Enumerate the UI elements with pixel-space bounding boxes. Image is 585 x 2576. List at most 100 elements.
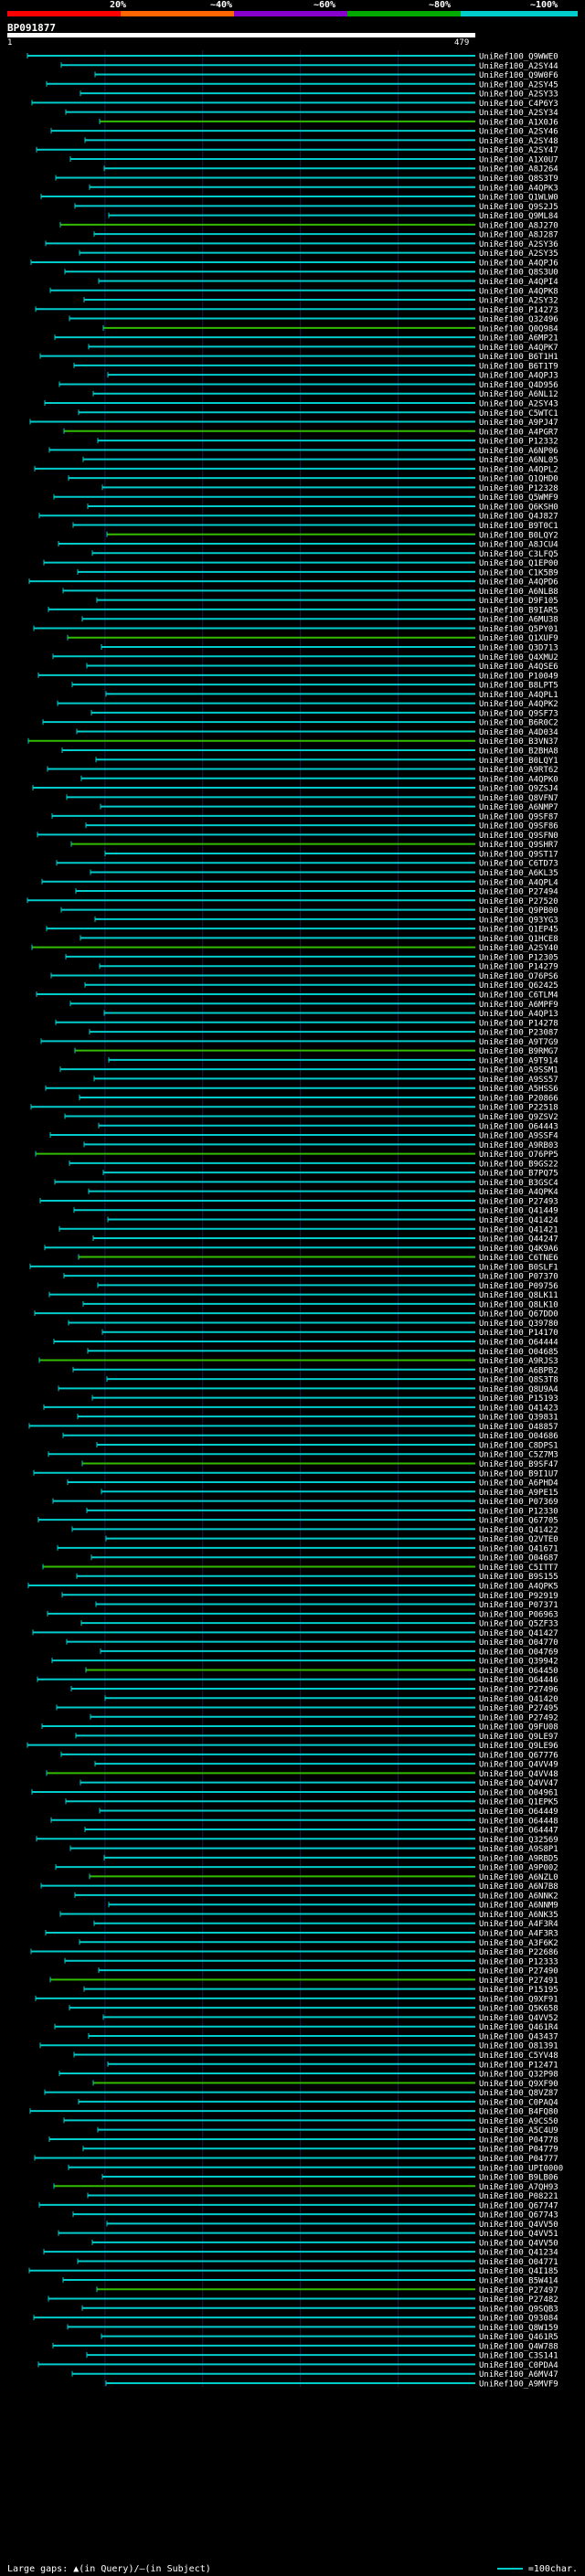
hit-label[interactable]: UniRef100_Q41420 [479,1695,558,1704]
hit-label[interactable]: UniRef100_A6MU38 [479,616,558,625]
hit-label[interactable]: UniRef100_P08221 [479,2192,558,2201]
hit-label[interactable]: UniRef100_O64446 [479,1676,558,1685]
hit-label[interactable]: UniRef100_Q1HCE8 [479,935,558,944]
hit-label[interactable]: UniRef100_A4QPK5 [479,1583,558,1592]
hit-label[interactable]: UniRef100_B6T1T9 [479,362,558,371]
hit-label[interactable]: UniRef100_Q1EP45 [479,926,558,935]
hit-label[interactable]: UniRef100_O64449 [479,1807,558,1817]
hit-label[interactable]: UniRef100_A9RB03 [479,1141,558,1150]
hit-label[interactable]: UniRef100_A4QPK7 [479,344,558,353]
hit-label[interactable]: UniRef100_A9SS57 [479,1076,558,1085]
hit-label[interactable]: UniRef100_B6R0C2 [479,719,558,728]
hit-label[interactable]: UniRef100_A4QPJ3 [479,372,558,381]
hit-label[interactable]: UniRef100_P07370 [479,1273,558,1282]
hit-label[interactable]: UniRef100_Q1XUF9 [479,634,558,643]
hit-label[interactable]: UniRef100_Q9XF91 [479,1995,558,2004]
hit-label[interactable]: UniRef100_Q39780 [479,1320,558,1329]
hit-label[interactable]: UniRef100_Q4VV52 [479,2014,558,2023]
hit-label[interactable]: UniRef100_Q93084 [479,2315,558,2324]
hit-label[interactable]: UniRef100_Q41423 [479,1404,558,1413]
hit-label[interactable]: UniRef100_A9CS50 [479,2117,558,2126]
hit-label[interactable]: UniRef100_A4QPD6 [479,578,558,588]
hit-label[interactable]: UniRef100_O64450 [479,1667,558,1676]
hit-label[interactable]: UniRef100_Q9ML84 [479,212,558,221]
hit-label[interactable]: UniRef100_Q44247 [479,1235,558,1245]
hit-label[interactable]: UniRef100_A2SY48 [479,137,558,146]
hit-label[interactable]: UniRef100_P27495 [479,1704,558,1713]
hit-label[interactable]: UniRef100_A6NK35 [479,1911,558,1920]
hit-label[interactable]: UniRef100_Q8S3T9 [479,175,558,184]
hit-label[interactable]: UniRef100_Q5WMF9 [479,493,558,503]
hit-label[interactable]: UniRef100_A9T914 [479,1056,558,1065]
hit-label[interactable]: UniRef100_A4QPL2 [479,465,558,474]
hit-label[interactable]: UniRef100_Q5PY01 [479,625,558,634]
hit-label[interactable]: UniRef100_Q2VTE0 [479,1535,558,1544]
hit-label[interactable]: UniRef100_Q4VV50 [479,2221,558,2230]
hit-label[interactable]: UniRef100_A4QPJ6 [479,259,558,268]
hit-label[interactable]: UniRef100_Q5ZF33 [479,1620,558,1629]
hit-label[interactable]: UniRef100_Q9ST17 [479,850,558,859]
hit-label[interactable]: UniRef100_P27490 [479,1967,558,1977]
hit-label[interactable]: UniRef100_B9S155 [479,1573,558,1582]
hit-label[interactable]: UniRef100_A5HSS6 [479,1085,558,1094]
hit-label[interactable]: UniRef100_A6NL12 [479,390,558,399]
hit-label[interactable]: UniRef100_Q4W788 [479,2342,558,2351]
hit-label[interactable]: UniRef100_O04961 [479,1788,558,1797]
hit-label[interactable]: UniRef100_B9SF47 [479,1460,558,1469]
hit-label[interactable]: UniRef100_P10049 [479,672,558,681]
hit-label[interactable]: UniRef100_A2SY47 [479,146,558,155]
hit-label[interactable]: UniRef100_P27491 [479,1977,558,1986]
hit-label[interactable]: UniRef100_Q8S3T8 [479,1376,558,1385]
hit-label[interactable]: UniRef100_B9I1U7 [479,1469,558,1479]
hit-label[interactable]: UniRef100_A9SSF4 [479,1132,558,1141]
hit-label[interactable]: UniRef100_C5WTC1 [479,409,558,419]
hit-label[interactable]: UniRef100_A4QPK2 [479,700,558,709]
hit-label[interactable]: UniRef100_Q4VV48 [479,1770,558,1779]
hit-label[interactable]: UniRef100_O64447 [479,1827,558,1836]
hit-label[interactable]: UniRef100_P27494 [479,888,558,897]
hit-label[interactable]: UniRef100_A6NL05 [479,456,558,465]
hit-label[interactable]: UniRef100_B7PQ75 [479,1170,558,1179]
hit-label[interactable]: UniRef100_Q4VV51 [479,2230,558,2239]
hit-label[interactable]: UniRef100_Q0Q984 [479,324,558,334]
hit-label[interactable]: UniRef100_P22518 [479,1104,558,1113]
hit-label[interactable]: UniRef100_Q41671 [479,1544,558,1553]
hit-label[interactable]: UniRef100_P07371 [479,1601,558,1610]
hit-label[interactable]: UniRef100_Q43437 [479,2032,558,2041]
hit-label[interactable]: UniRef100_O04687 [479,1554,558,1564]
hit-label[interactable]: UniRef100_Q67743 [479,2211,558,2221]
hit-label[interactable]: UniRef100_A2SY32 [479,297,558,306]
hit-label[interactable]: UniRef100_Q1EP00 [479,559,558,568]
hit-label[interactable]: UniRef100_Q3D713 [479,644,558,653]
hit-label[interactable]: UniRef100_A8J287 [479,231,558,240]
hit-label[interactable]: UniRef100_Q9SF86 [479,822,558,832]
hit-label[interactable]: UniRef100_P12328 [479,484,558,493]
hit-label[interactable]: UniRef100_A2SY40 [479,944,558,953]
hit-label[interactable]: UniRef100_B4FQ80 [479,2108,558,2117]
hit-label[interactable]: UniRef100_A4D034 [479,728,558,737]
hit-label[interactable]: UniRef100_A2SY43 [479,399,558,408]
hit-label[interactable]: UniRef100_Q67DD0 [479,1310,558,1320]
hit-label[interactable]: UniRef100_A2SY44 [479,62,558,71]
hit-label[interactable]: UniRef100_D9F105 [479,597,558,606]
hit-label[interactable]: UniRef100_A6NMP7 [479,803,558,812]
hit-label[interactable]: UniRef100_Q461R4 [479,2023,558,2032]
hit-label[interactable]: UniRef100_O48857 [479,1423,558,1432]
hit-label[interactable]: UniRef100_Q32496 [479,315,558,324]
hit-label[interactable]: UniRef100_A4QSE6 [479,663,558,672]
hit-label[interactable]: UniRef100_A9MVF9 [479,2380,558,2389]
hit-label[interactable]: UniRef100_O04686 [479,1432,558,1441]
hit-label[interactable]: UniRef100_P14278 [479,1019,558,1028]
hit-label[interactable]: UniRef100_O76PS6 [479,972,558,981]
hit-label[interactable]: UniRef100_A4QPL1 [479,691,558,700]
hit-label[interactable]: UniRef100_A4F3R3 [479,1930,558,1939]
hit-label[interactable]: UniRef100_P27482 [479,2295,558,2305]
hit-label[interactable]: UniRef100_Q4D956 [479,381,558,390]
hit-label[interactable]: UniRef100_P12330 [479,1507,558,1516]
hit-label[interactable]: UniRef100_A8J270 [479,221,558,230]
hit-label[interactable]: UniRef100_A4QP13 [479,1010,558,1019]
hit-label[interactable]: UniRef100_A7QH93 [479,2183,558,2192]
hit-label[interactable]: UniRef100_Q9SQB3 [479,2305,558,2314]
hit-label[interactable]: UniRef100_P92919 [479,1592,558,1601]
hit-label[interactable]: UniRef100_Q41449 [479,1207,558,1216]
